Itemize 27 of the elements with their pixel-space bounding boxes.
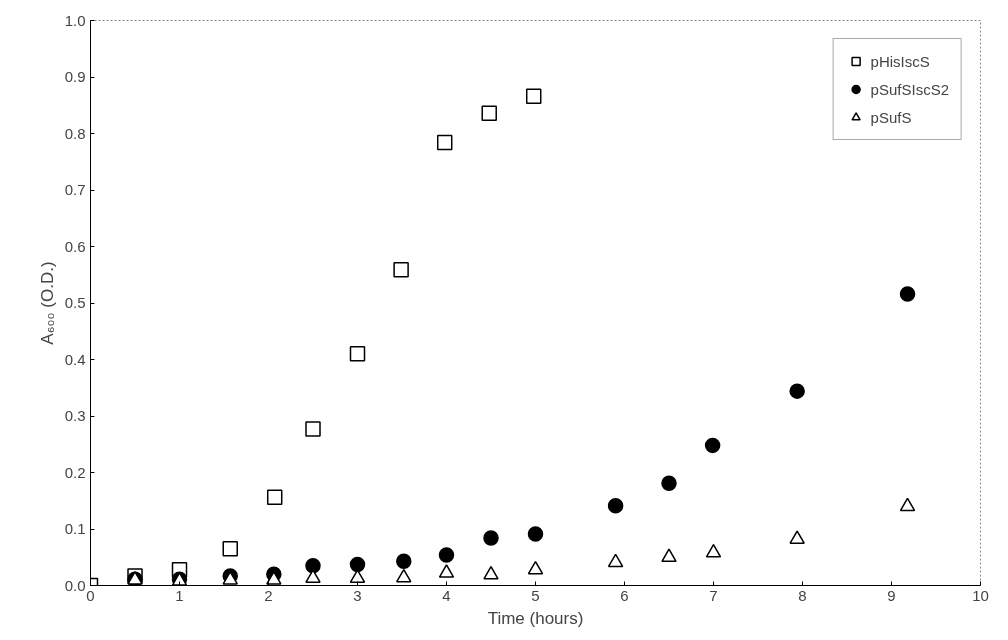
y-axis-title: A₆₀₀ (O.D.) [37,261,57,345]
x-tick-label: 10 [972,586,989,604]
x-tick-label: 5 [531,586,540,604]
x-tick-label: 3 [353,586,362,604]
legend-label: pSufSIscS2 [870,80,949,98]
legend-label: pHisIscS [870,52,930,70]
x-tick-label: 4 [442,586,451,604]
y-tick-label: 0.2 [64,463,86,481]
y-tick-label: 1.0 [64,11,86,29]
x-tick-label: 2 [264,586,273,604]
x-tick-label: 0 [86,586,95,604]
y-tick-label: 0.6 [64,237,86,255]
y-tick-label: 0.9 [64,68,86,85]
x-tick-label: 8 [798,586,807,604]
x-axis-title: Time (hours) [487,608,584,628]
y-tick-label: 0.1 [64,520,86,537]
x-tick-label: 6 [620,586,629,604]
y-tick-label: 0.3 [64,407,86,424]
y-tick-label: 0.4 [64,350,86,368]
legend-label: pSufS [870,108,912,126]
x-tick-label: 9 [887,586,896,604]
y-tick-label: 0.7 [64,181,86,198]
y-tick-label: 0.8 [64,124,86,142]
y-tick-label: 0.0 [64,576,86,594]
x-tick-label: 7 [709,586,718,604]
x-tick-label: 1 [175,586,184,604]
y-tick-label: 0.5 [64,294,86,311]
